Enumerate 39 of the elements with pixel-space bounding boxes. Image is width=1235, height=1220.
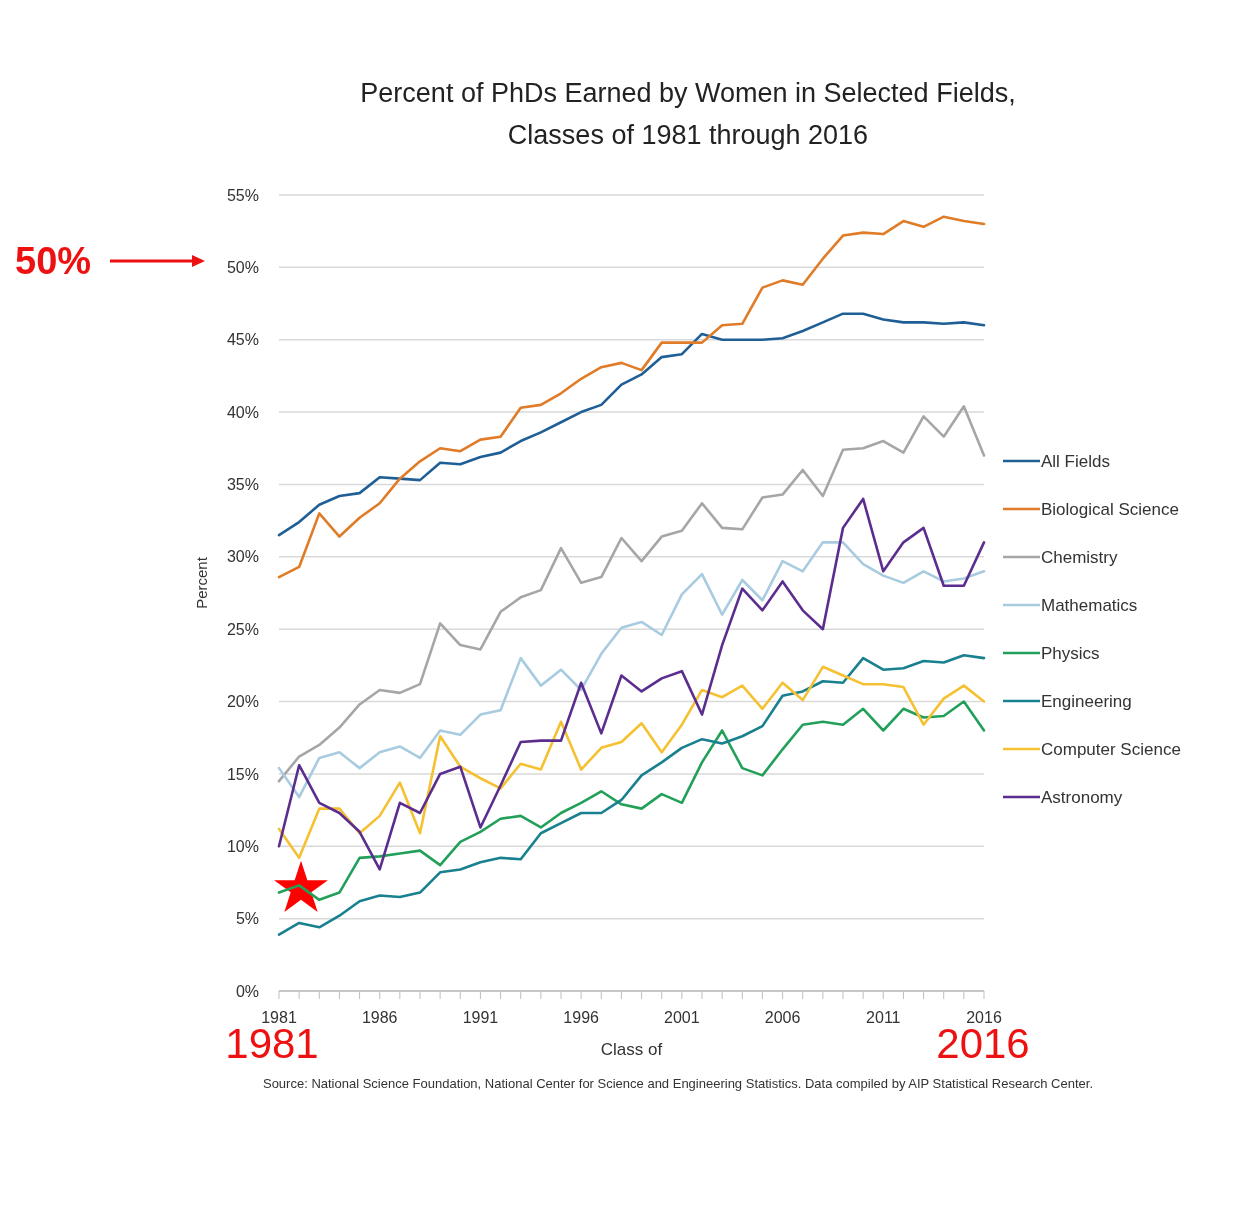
y-tick-label: 45% bbox=[226, 331, 259, 349]
x-tick-label: 2001 bbox=[664, 1009, 700, 1026]
y-tick-label: 30% bbox=[226, 548, 259, 566]
x-tick-label: 1996 bbox=[563, 1009, 600, 1026]
legend-label: All Fields bbox=[1041, 451, 1110, 471]
source-note: Source: National Science Foundation, National Center for Science and Engineering Statistics. Data compiled by AIP Statistical Research Center. bbox=[262, 1076, 1094, 1091]
y-tick-label: 5% bbox=[235, 910, 259, 928]
x-tick-label: 1986 bbox=[361, 1009, 398, 1026]
line-series bbox=[277, 405, 986, 783]
legend-label: Biological Science bbox=[1041, 499, 1179, 519]
y-tick-label: 15% bbox=[226, 765, 259, 783]
line-series bbox=[277, 312, 986, 537]
y-tick-label: 35% bbox=[226, 476, 259, 494]
legend-label: Chemistry bbox=[1041, 547, 1119, 567]
text: 50% bbox=[15, 240, 92, 282]
legend-label: Physics bbox=[1041, 643, 1100, 663]
x-tick-label: 2011 bbox=[866, 1009, 901, 1026]
x-axis-title: Class of bbox=[600, 1040, 663, 1059]
y-tick-label: 20% bbox=[226, 693, 259, 711]
legend-label: Computer Science bbox=[1041, 739, 1181, 759]
x-tick-label: 2006 bbox=[764, 1009, 801, 1026]
line-series bbox=[277, 653, 986, 936]
y-tick-label: 50% bbox=[226, 258, 259, 276]
line-series bbox=[277, 541, 986, 799]
y-axis-title: Percent bbox=[193, 556, 210, 609]
y-tick-label: 10% bbox=[226, 837, 259, 855]
line-series bbox=[277, 215, 986, 579]
x-tick-label: 1991 bbox=[462, 1009, 499, 1026]
legend-label: Astronomy bbox=[1041, 787, 1123, 807]
y-tick-label: 55% bbox=[226, 186, 259, 204]
legend-label: Engineering bbox=[1041, 691, 1132, 711]
line-series bbox=[277, 665, 986, 860]
chart-title: Percent of PhDs Earned by Women in Selected Fields, Classes of 1981 through 2016 bbox=[360, 78, 1016, 150]
y-tick-label: 40% bbox=[226, 403, 259, 421]
legend-label: Mathematics bbox=[1041, 595, 1138, 615]
line-series bbox=[277, 700, 986, 902]
y-tick-label: 0% bbox=[235, 982, 259, 1000]
y-tick-label: 25% bbox=[226, 620, 259, 638]
line-series bbox=[277, 497, 986, 871]
